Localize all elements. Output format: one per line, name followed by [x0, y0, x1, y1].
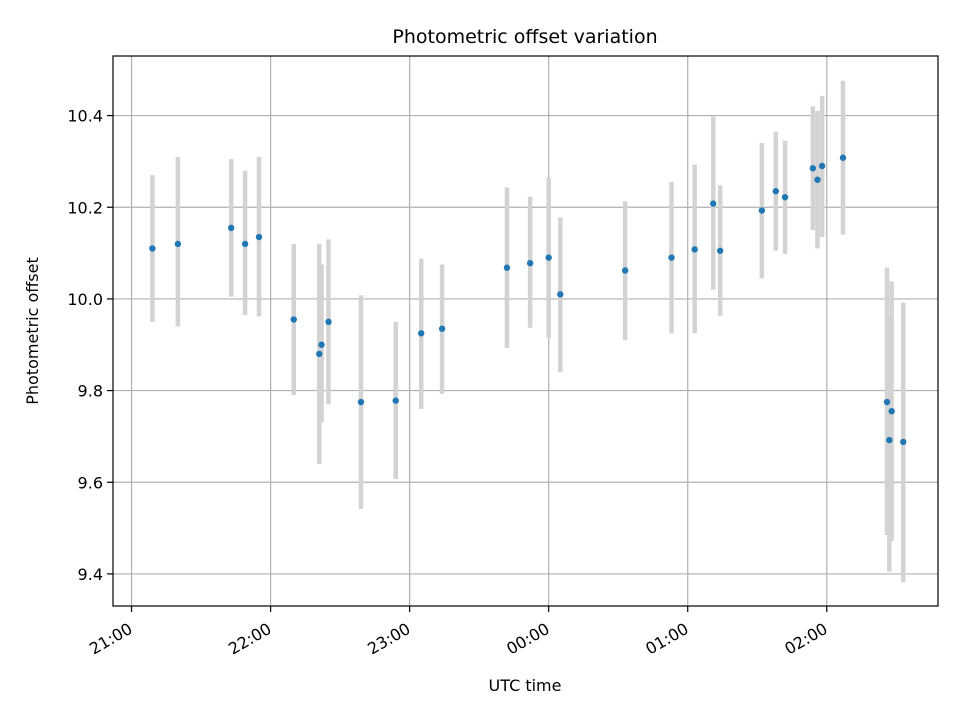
data-point	[758, 207, 766, 214]
data-point	[772, 188, 779, 195]
data-point	[149, 245, 156, 252]
data-point	[438, 325, 446, 332]
data-point	[227, 224, 235, 232]
data-point	[290, 316, 297, 323]
y-tick-label: 9.4	[78, 565, 103, 584]
chart-title: Photometric offset variation	[392, 26, 657, 48]
data-point	[526, 259, 534, 267]
data-point	[621, 267, 629, 274]
data-point	[691, 246, 698, 253]
data-point	[545, 254, 552, 261]
data-point	[809, 165, 817, 172]
data-point	[886, 436, 893, 444]
data-point	[241, 240, 249, 248]
data-point	[814, 176, 821, 183]
data-point	[418, 330, 425, 337]
data-point	[716, 247, 724, 254]
data-point	[357, 398, 365, 406]
data-point	[900, 438, 907, 446]
y-tick-label: 9.6	[78, 473, 103, 492]
data-point	[503, 264, 511, 271]
data-point	[325, 318, 332, 326]
grid	[113, 56, 938, 606]
data-point	[174, 240, 182, 248]
data-point	[392, 397, 399, 404]
y-axis: 9.4 9.6 9.8 10.0 10.2 10.4	[67, 107, 113, 584]
y-axis-title: Photometric offset	[23, 257, 42, 405]
data-point	[883, 398, 891, 406]
y-tick-label: 10.2	[67, 198, 103, 217]
data-point	[888, 408, 895, 415]
data-point	[839, 154, 847, 161]
data-point	[316, 350, 323, 358]
data-point	[668, 254, 675, 261]
x-axis-title: UTC time	[489, 676, 562, 695]
data-point	[557, 291, 564, 298]
data-point	[318, 341, 325, 348]
data-point	[255, 233, 263, 241]
plot-frame	[112, 55, 939, 607]
data-points	[149, 154, 907, 446]
y-tick-label: 10.0	[67, 290, 103, 309]
data-point	[818, 162, 826, 170]
y-tick-label: 10.4	[67, 107, 103, 126]
y-tick-label: 9.8	[78, 382, 103, 401]
data-point	[710, 200, 717, 207]
data-point	[781, 193, 789, 201]
